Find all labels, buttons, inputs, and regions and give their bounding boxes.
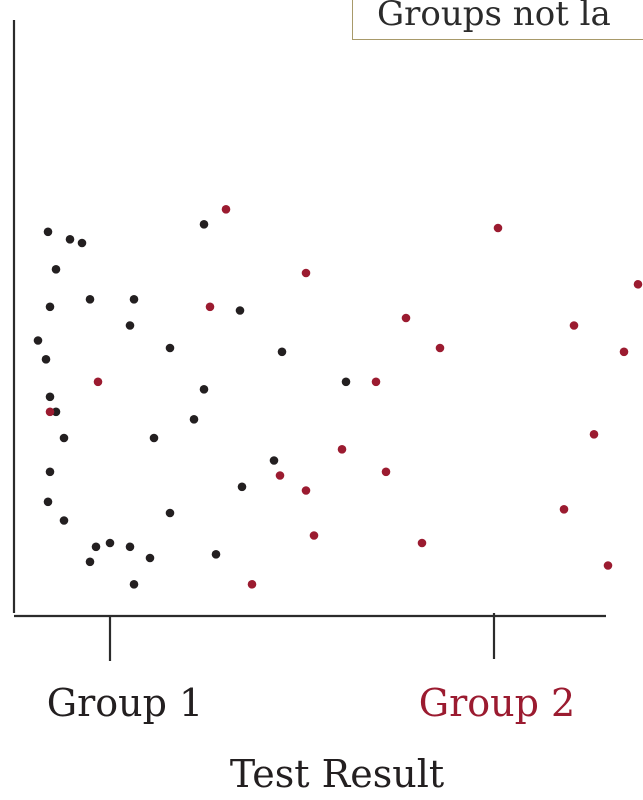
- data-point-group-1: [105, 538, 115, 548]
- data-point-group-2: [301, 268, 311, 278]
- data-point-group-1: [277, 347, 287, 357]
- data-point-group-1: [145, 553, 155, 563]
- data-point-group-2: [589, 430, 599, 439]
- data-point-group-1: [43, 497, 53, 507]
- data-point-group-1: [199, 220, 209, 229]
- data-point-group-2: [45, 407, 55, 417]
- data-point-group-2: [371, 377, 381, 387]
- x-tick-label-group-2: Group 2: [418, 681, 576, 725]
- data-point-group-2: [619, 347, 629, 357]
- data-point-group-1: [59, 433, 69, 443]
- data-point-group-1: [129, 580, 139, 589]
- data-point-group-2: [569, 321, 579, 330]
- data-point-group-2: [401, 313, 411, 323]
- axes: [12, 20, 606, 661]
- data-point-group-2: [221, 205, 231, 214]
- data-point-group-2: [493, 223, 503, 233]
- data-point-group-1: [165, 343, 175, 353]
- data-point-group-1: [85, 557, 95, 567]
- data-point-group-2: [275, 471, 285, 480]
- data-point-group-1: [33, 336, 43, 345]
- data-point-group-2: [435, 343, 445, 353]
- data-point-group-2: [93, 377, 103, 387]
- data-point-group-1: [45, 302, 55, 312]
- data-point-group-1: [125, 321, 135, 330]
- data-point-group-1: [129, 295, 139, 304]
- data-point-group-2: [633, 280, 643, 289]
- data-point-group-1: [269, 456, 279, 465]
- annotation-label: Groups not la: [352, 0, 643, 40]
- data-points: [33, 205, 643, 589]
- data-point-group-1: [85, 295, 95, 304]
- data-point-group-1: [341, 377, 351, 387]
- data-point-group-2: [603, 561, 613, 570]
- x-axis-title: Test Result: [229, 752, 445, 796]
- data-point-group-1: [91, 542, 101, 552]
- data-point-group-1: [51, 265, 61, 274]
- data-point-group-2: [417, 538, 427, 548]
- data-point-group-2: [309, 531, 319, 540]
- data-point-group-2: [381, 467, 391, 477]
- data-point-group-2: [301, 486, 311, 495]
- data-point-group-1: [125, 542, 135, 552]
- data-point-group-1: [45, 392, 55, 402]
- data-point-group-2: [337, 445, 347, 454]
- data-point-group-1: [235, 306, 245, 315]
- data-point-group-1: [65, 235, 75, 244]
- data-point-group-1: [59, 516, 69, 525]
- data-point-group-2: [247, 580, 257, 589]
- x-tick-label-group-1: Group 1: [46, 681, 204, 725]
- data-point-group-1: [77, 238, 87, 248]
- data-point-group-1: [41, 355, 51, 364]
- data-point-group-2: [205, 302, 215, 312]
- data-point-group-1: [51, 407, 61, 417]
- data-point-group-1: [165, 508, 175, 518]
- data-point-group-1: [45, 467, 55, 477]
- data-point-group-1: [149, 433, 159, 443]
- data-point-group-1: [189, 415, 199, 424]
- data-point-group-1: [199, 385, 209, 394]
- data-point-group-1: [237, 482, 247, 492]
- data-point-group-1: [43, 227, 53, 237]
- data-point-group-2: [559, 505, 569, 514]
- data-point-group-1: [211, 550, 221, 559]
